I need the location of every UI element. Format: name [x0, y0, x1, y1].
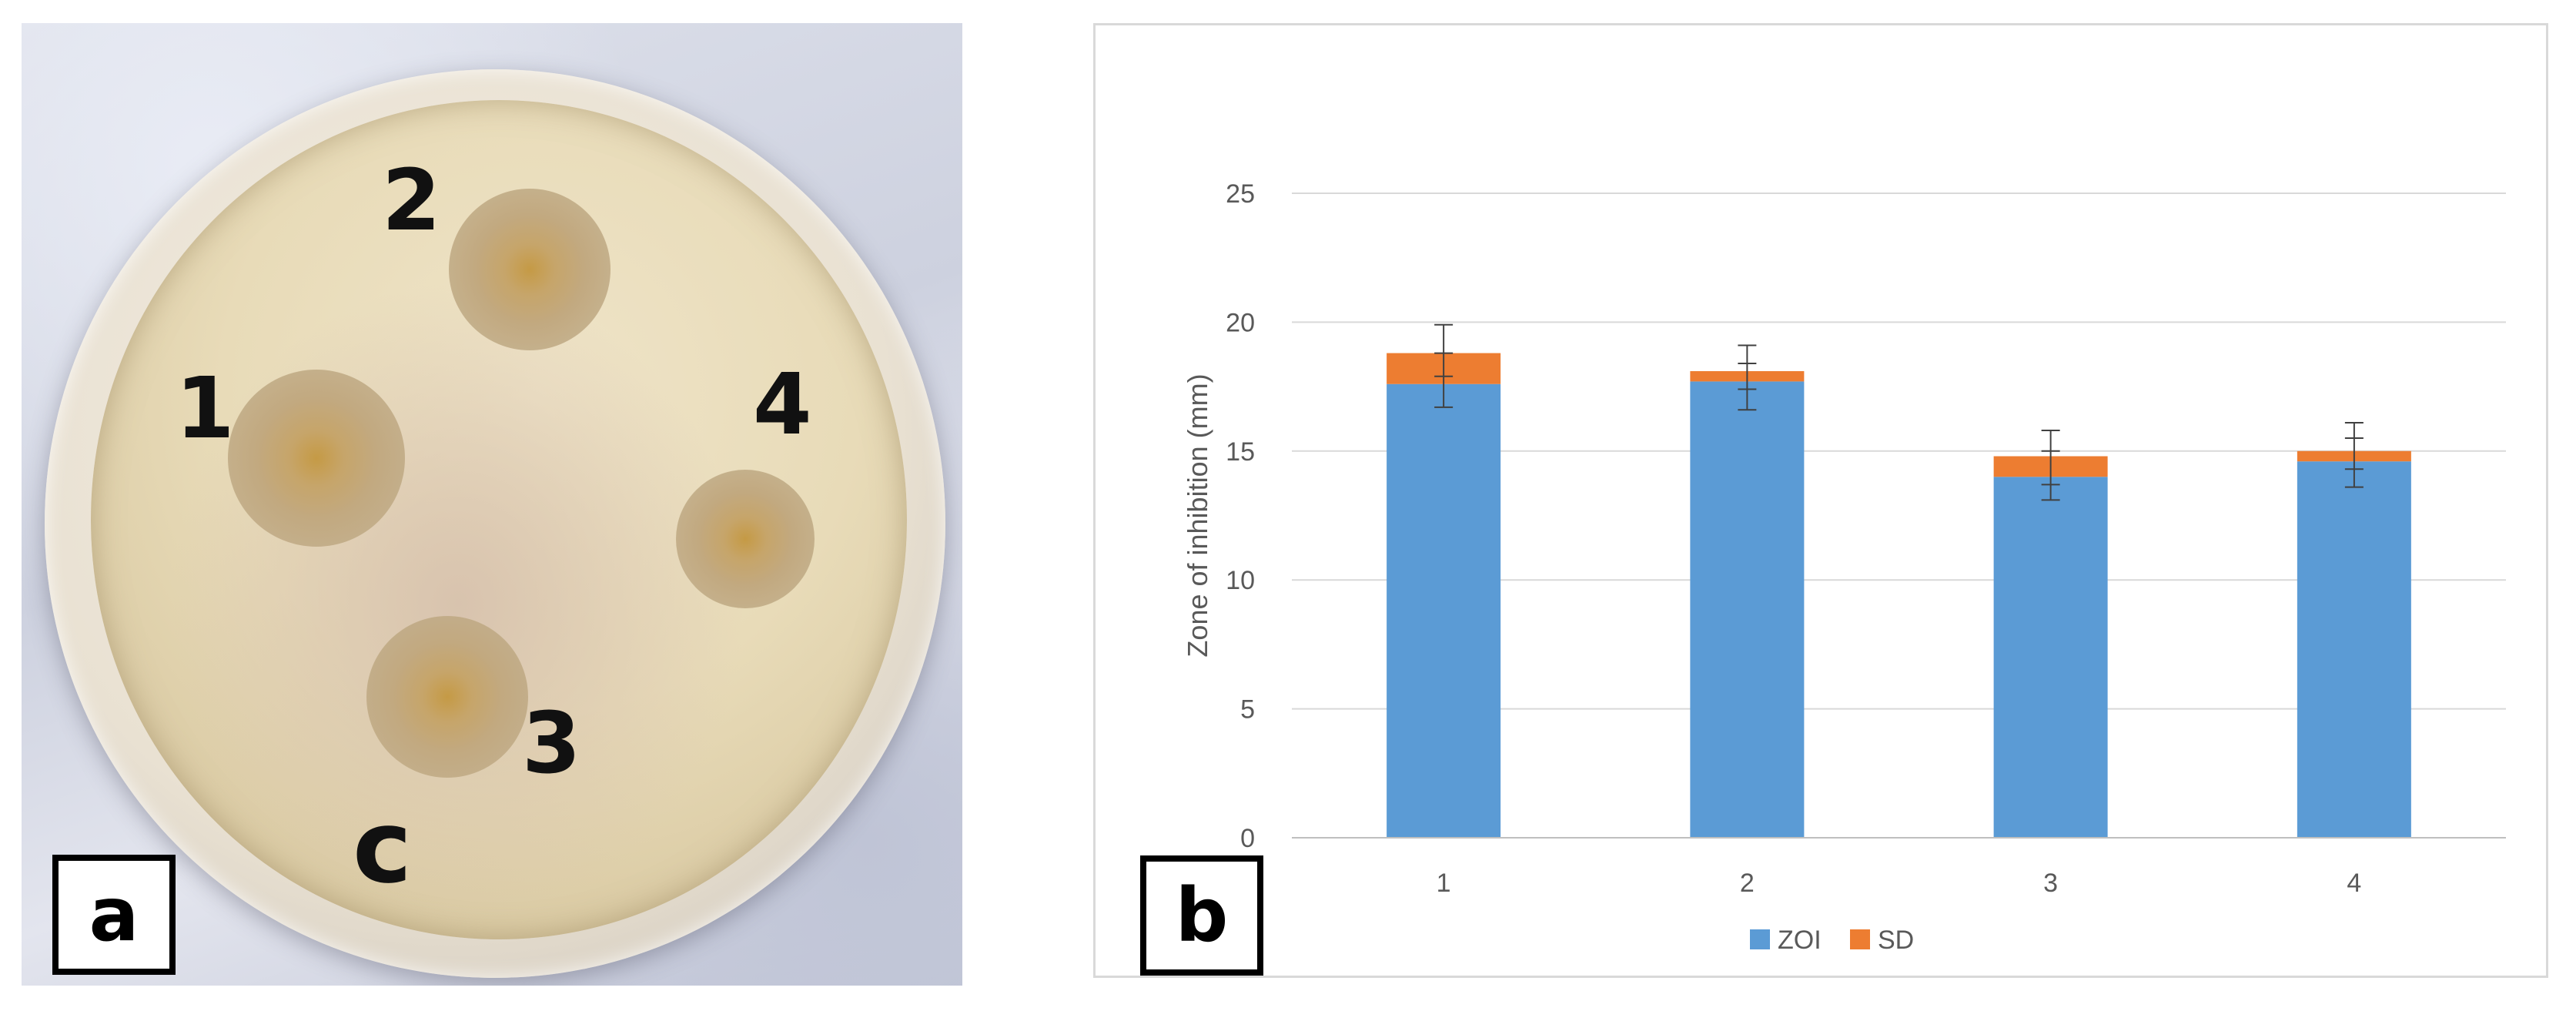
y-tick-label: 15	[1226, 437, 1255, 467]
y-tick-label: 5	[1240, 695, 1255, 725]
bar-chart: 0 5 10 15 20 25 Zone of inhibition (mm) 1 2 3 4 ZO…	[1182, 179, 2506, 955]
y-tick-label: 20	[1226, 308, 1255, 337]
y-tick-label: 10	[1226, 566, 1255, 595]
inhibition-zone-3	[366, 616, 528, 778]
bar-zoi-3	[1993, 477, 2108, 838]
legend-swatch-sd	[1850, 929, 1870, 949]
plate-marking-1: 1	[176, 359, 235, 457]
bar-zoi-1	[1387, 383, 1501, 838]
inhibition-zone-4	[676, 470, 815, 608]
panel-label-b: b	[1140, 855, 1263, 976]
x-tick-label: 4	[2347, 869, 2361, 898]
x-tick-label: 3	[2043, 869, 2058, 898]
bar-zoi-2	[1690, 381, 1805, 838]
petri-dish-photo: 1 2 3 4 c a	[22, 23, 962, 986]
bar-zoi-4	[2297, 461, 2411, 838]
plate-marking-3: 3	[522, 694, 581, 792]
inhibition-zone-2	[449, 189, 611, 350]
legend-swatch-zoi	[1750, 929, 1770, 949]
plate-marking-2: 2	[382, 151, 441, 249]
x-tick-label: 1	[1437, 869, 1451, 898]
chart-panel: 0 5 10 15 20 25 Zone of inhibition (mm) 1 2 3 4 ZO…	[1093, 23, 2548, 978]
x-tick-label: 2	[1740, 869, 1755, 898]
panel-label-a: a	[52, 855, 176, 975]
legend-label-zoi: ZOI	[1778, 926, 1822, 955]
y-tick-label: 0	[1240, 824, 1255, 853]
plate-marking-4: 4	[753, 355, 812, 454]
inhibition-zone-1	[228, 370, 405, 547]
legend-label-sd: SD	[1878, 926, 1914, 955]
y-tick-label: 25	[1226, 179, 1255, 209]
y-axis-label: Zone of inhibition (mm)	[1182, 373, 1213, 657]
plate-marking-c: c	[353, 788, 413, 906]
